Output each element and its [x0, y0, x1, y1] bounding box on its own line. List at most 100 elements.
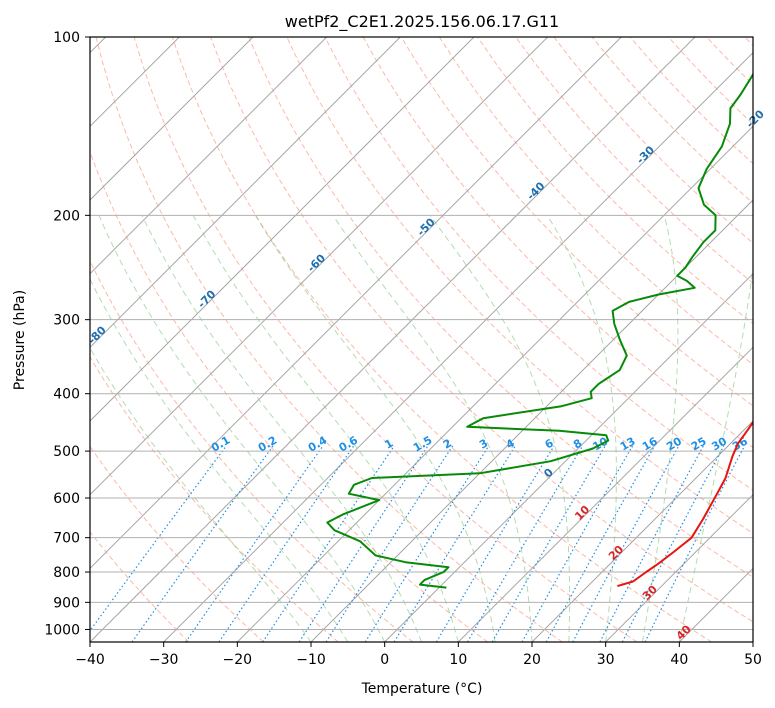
isotherm [752, 641, 753, 642]
mixing-ratio-line [521, 445, 634, 642]
dry-adiabat [133, 37, 638, 642]
isotherm-label: -40 [524, 179, 547, 202]
x-tick-label: 50 [744, 652, 762, 668]
mixing-ratio-line [545, 445, 656, 642]
isotherm-label: 30 [640, 583, 660, 603]
isotherm-label: -80 [86, 323, 109, 346]
y-tick-label: 200 [53, 208, 80, 224]
dry-adiabat [171, 37, 712, 642]
dry-adiabat [210, 37, 753, 623]
dry-adiabat [90, 259, 414, 642]
y-axis-label: Pressure (hPa) [12, 290, 28, 390]
moist-adiabat [332, 215, 533, 642]
isotherm [605, 493, 753, 642]
isobar-grid [90, 37, 753, 630]
y-tick-label: 1000 [44, 622, 80, 638]
temperature-profile [617, 420, 753, 588]
moist-adiabat [546, 215, 617, 642]
dry-adiabat [706, 37, 753, 86]
isotherm-label: 10 [572, 503, 592, 523]
chart-title: wetPf2_C2E1.2025.156.06.17.G11 [285, 12, 559, 32]
y-tick-label: 400 [53, 387, 80, 403]
x-tick-label: −30 [149, 652, 179, 668]
moist-adiabat [192, 215, 459, 642]
isotherm [90, 37, 328, 275]
isotherm [90, 37, 549, 496]
mixing-ratio-label: 4 [504, 436, 517, 451]
x-axis-label: Temperature (°C) [361, 681, 483, 697]
isotherm [310, 199, 753, 642]
y-tick-label: 900 [53, 595, 80, 611]
mixing-ratio-line [218, 445, 355, 642]
isotherm-label: -20 [744, 107, 767, 130]
x-tick-label: 20 [523, 652, 541, 668]
isotherm [90, 37, 696, 642]
dry-adiabat [515, 37, 753, 284]
dry-adiabat [553, 37, 753, 244]
isotherm [678, 567, 753, 642]
dry-adiabat [324, 37, 753, 491]
mixing-ratio-line [466, 445, 584, 642]
profiles [326, 71, 753, 589]
dry-adiabat [668, 37, 753, 125]
isotherm [236, 125, 753, 642]
isotherm [90, 37, 475, 422]
background-lines [90, 37, 753, 642]
isotherm-label: -30 [634, 143, 657, 166]
mixing-ratio-line [298, 445, 429, 642]
moist-adiabat [429, 215, 571, 642]
x-axis: −40 −30 −20 −10 0 10 20 30 40 50 [75, 642, 762, 668]
y-axis: 100 200 300 400 500 600 700 800 900 1000 [44, 30, 90, 638]
x-tick-label: −40 [75, 652, 105, 668]
mixing-ratio-line [262, 445, 395, 642]
dry-adiabat [95, 37, 563, 642]
mixing-ratio-line [572, 445, 680, 642]
isotherm-label: 40 [674, 622, 694, 642]
x-tick-label: 0 [380, 652, 389, 668]
y-tick-label: 800 [53, 565, 80, 581]
mixing-ratio-line [393, 445, 516, 642]
plot-frame [89, 36, 754, 643]
moist-adiabat [98, 215, 386, 642]
mixing-ratio-line [364, 445, 490, 642]
mixing-ratio-line [131, 445, 274, 642]
y-tick-label: 300 [53, 313, 80, 329]
skew-labels: -100-90-80-70-60-50-40-30-20-10010203040… [86, 107, 768, 642]
dewpoint-profile [326, 71, 753, 589]
isotherm [384, 272, 753, 642]
mixing-ratio-label: 6 [543, 436, 556, 451]
dry-adiabat [248, 37, 753, 578]
mixing-ratio-line [644, 445, 746, 642]
mixing-ratio-line [185, 445, 324, 642]
x-tick-label: 40 [670, 652, 688, 668]
y-tick-label: 100 [53, 30, 80, 46]
x-tick-label: −20 [223, 652, 253, 668]
dry-adiabat [438, 37, 753, 366]
moist-adiabat [90, 347, 312, 642]
isotherm-label: -60 [305, 251, 328, 274]
isotherm [90, 37, 254, 201]
y-tick-label: 500 [53, 444, 80, 460]
mixing-ratio-label: 2 [441, 437, 454, 452]
moist-adiabat [642, 215, 679, 642]
dry-adiabat [90, 531, 190, 642]
isotherm [90, 37, 401, 349]
x-tick-label: 10 [449, 652, 467, 668]
dry-adiabat [400, 37, 753, 407]
dry-adiabat [90, 445, 264, 642]
x-tick-label: 30 [597, 652, 615, 668]
mixing-ratio-label: 1 [382, 437, 395, 452]
mixing-ratio-line [90, 445, 227, 632]
dry-adiabat [90, 356, 339, 642]
dry-adiabat [90, 150, 488, 642]
mixing-ratio-line [435, 445, 555, 642]
isotherm-label: -70 [195, 287, 218, 310]
isotherm-label: -50 [415, 215, 438, 238]
isotherm [531, 420, 753, 642]
y-tick-label: 700 [53, 531, 80, 547]
mixing-ratio-line [621, 445, 725, 642]
isotherm [457, 346, 753, 642]
x-tick-label: −10 [296, 652, 326, 668]
isotherm [163, 51, 753, 642]
